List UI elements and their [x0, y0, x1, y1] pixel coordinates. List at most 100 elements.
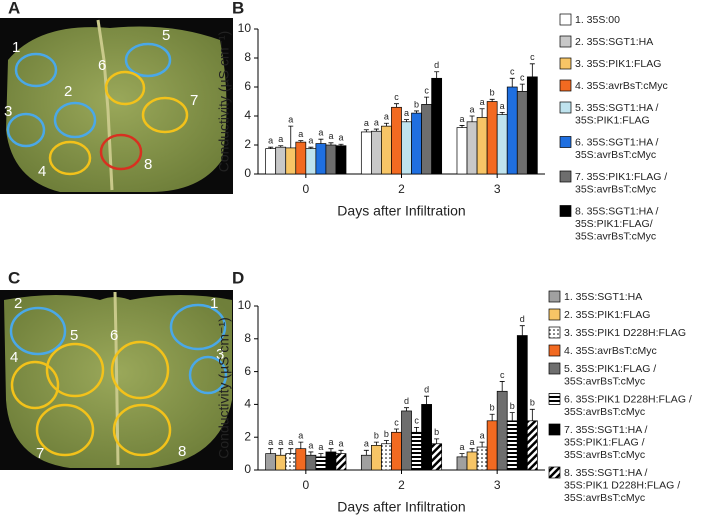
leaf-number: 3 [216, 346, 224, 363]
bar [506, 86, 518, 175]
significance-letter: a [364, 118, 369, 128]
leaf-number: 6 [110, 327, 118, 344]
bar [486, 420, 498, 471]
error-bar [519, 325, 525, 336]
error-bar [308, 146, 314, 149]
legend-label: 3. 35S:PIK1:FLAG [575, 58, 661, 70]
bar [391, 431, 402, 471]
bar [526, 420, 538, 471]
leaf-number: 3 [4, 103, 12, 120]
legend-label: 1. 35S:00 [575, 14, 620, 26]
error-bar [373, 128, 379, 132]
leaf-number: 8 [178, 443, 186, 460]
significance-letter: a [470, 104, 475, 114]
legend-label: 4. 35S:avrBsT:cMyc [564, 345, 657, 357]
bar [265, 148, 277, 175]
error-bar [268, 146, 274, 149]
significance-letter: a [328, 131, 333, 141]
y-tick-label: 6 [244, 79, 251, 93]
bar [496, 114, 508, 175]
y-tick-label: 0 [244, 166, 251, 180]
x-tick-label: 2 [398, 478, 405, 492]
legend-label: 2. 35S:PIK1:FLAG [564, 309, 650, 321]
error-bar [393, 428, 399, 433]
significance-letter: a [460, 442, 465, 452]
error-bar [328, 142, 334, 145]
legend-swatch [548, 326, 561, 339]
error-bar [268, 448, 274, 454]
legend-swatch [559, 35, 572, 48]
legend-label: 7. 35S:SGT1:HA /35S:PIK1:FLAG /35S:avrBs… [564, 424, 648, 461]
legend-label: 6. 35S:PIK1 D228H:FLAG /35S:avrBsT:cMyc [564, 393, 692, 418]
legend-swatch [559, 205, 572, 217]
significance-letter: c [394, 92, 399, 102]
significance-letter: b [530, 398, 535, 408]
error-bar [434, 438, 440, 444]
legend-swatch [548, 466, 561, 479]
leaf-number: 8 [144, 156, 152, 173]
x-tick-label: 3 [494, 182, 501, 196]
bar [421, 104, 432, 175]
error-bar [499, 111, 505, 115]
y-tick-label: 4 [244, 397, 251, 411]
error-bar [278, 145, 284, 148]
x-tick-label: 0 [302, 478, 309, 492]
significance-letter: a [298, 430, 303, 440]
legend-swatch [559, 101, 572, 114]
bar [421, 404, 432, 471]
bar [265, 453, 277, 471]
significance-letter: d [520, 314, 525, 324]
bar [295, 141, 307, 175]
y-tick-label: 2 [244, 429, 251, 443]
legend-label: 6. 35S:SGT1:HA /35S:avrBsT:cMyc [575, 136, 659, 161]
bar [335, 453, 347, 471]
significance-letter: b [384, 429, 389, 439]
bar [411, 112, 422, 175]
error-bar [499, 381, 505, 392]
error-bar [424, 96, 430, 105]
error-bar [469, 115, 475, 122]
y-axis-title: Conductivity (µS cm⁻¹) [216, 31, 232, 172]
y-tick-label: 0 [244, 462, 251, 476]
bar [371, 130, 382, 175]
error-bar [338, 449, 344, 454]
significance-letter: a [308, 440, 313, 450]
bar [325, 451, 337, 471]
bar [486, 101, 498, 175]
leaf-number: 1 [210, 295, 218, 312]
significance-letter: b [434, 427, 439, 437]
error-bar [363, 449, 369, 456]
leaf-number: 5 [162, 27, 170, 44]
error-bar [404, 407, 410, 411]
error-bar [298, 441, 304, 449]
y-tick-label: 10 [238, 298, 252, 312]
error-bar [288, 125, 294, 148]
significance-letter: a [328, 437, 333, 447]
significance-letter: a [278, 134, 283, 144]
error-bar [459, 125, 465, 128]
error-bar [469, 448, 475, 452]
bar [315, 143, 327, 175]
bar [466, 451, 478, 471]
error-bar [414, 426, 420, 433]
error-bar [328, 448, 334, 452]
legend-label: 5. 35S:PIK1:FLAG /35S:avrBsT:cMyc [564, 363, 656, 388]
significance-letter: a [288, 437, 293, 447]
error-bar [308, 451, 314, 456]
legend-swatch [548, 362, 561, 375]
significance-letter: a [384, 112, 389, 122]
significance-letter: a [268, 136, 273, 146]
legend-swatch [548, 344, 561, 357]
significance-letter: a [268, 437, 273, 447]
panel-label: A [8, 0, 20, 17]
bar [295, 448, 307, 471]
significance-letter: d [404, 396, 409, 406]
significance-letter: a [298, 129, 303, 139]
error-bar [404, 119, 410, 122]
error-bar [489, 413, 495, 421]
significance-letter: a [374, 117, 379, 127]
error-bar [424, 395, 430, 405]
x-axis-title: Days after Infiltration [337, 203, 465, 219]
significance-letter: c [530, 52, 535, 62]
